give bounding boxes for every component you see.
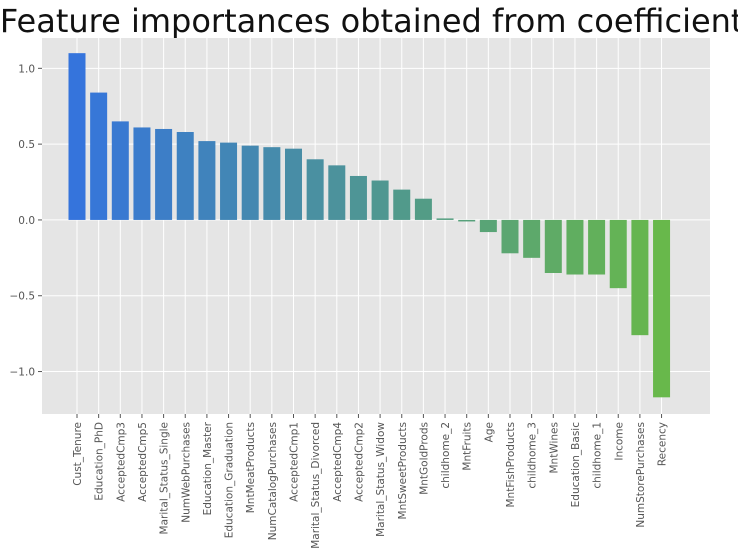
bar-childhome-2	[436, 218, 454, 220]
bar-numwebpurchases	[176, 132, 194, 220]
x-tick-label: Age	[483, 422, 495, 442]
bar-age	[479, 219, 497, 233]
bar-mntgoldprods	[414, 198, 432, 220]
x-tick-label: Recency	[657, 422, 669, 466]
x-tick-label: MntMeatProducts	[245, 422, 257, 513]
y-tick-label: 0.0	[18, 215, 35, 227]
y-tick-label: −1.0	[10, 367, 36, 379]
bar-marital-status-single	[155, 128, 173, 220]
bar-mntmeatproducts	[241, 145, 259, 220]
bar-education-basic	[566, 219, 584, 275]
x-tick-label: Cust_Tenure	[72, 422, 84, 486]
x-tick-label: Marital_Status_Widow	[375, 422, 387, 537]
bar-marital-status-widow	[371, 180, 389, 220]
bar-acceptedcmp2	[349, 175, 367, 220]
bar-childhome-3	[523, 219, 541, 258]
x-axis-ticks: Cust_Tenure Education_PhD AcceptedCmp3 Acce…	[72, 414, 669, 549]
bar-cust-tenure	[68, 53, 86, 220]
bar-acceptedcmp3	[111, 121, 129, 220]
bar-mntfruits	[458, 219, 476, 222]
x-tick-label: AcceptedCmp4	[332, 422, 344, 502]
x-tick-label: NumCatalogPurchases	[267, 422, 279, 540]
bar-acceptedcmp5	[133, 127, 151, 220]
x-tick-label: childhome_1	[592, 422, 604, 489]
bar-income	[609, 219, 627, 289]
bar-recency	[653, 219, 671, 398]
x-tick-label: AcceptedCmp2	[353, 422, 365, 502]
bar-mntfishproducts	[501, 219, 519, 254]
bar-marital-status-divorced	[306, 159, 324, 220]
grid-lines	[42, 38, 710, 414]
x-tick-label: MntFruits	[462, 422, 474, 471]
x-tick-label: NumStorePurchases	[635, 422, 647, 528]
x-tick-label: AcceptedCmp1	[289, 422, 301, 502]
y-tick-label: −0.5	[10, 291, 36, 303]
x-tick-label: Income	[613, 422, 625, 461]
x-tick-label: Education_PhD	[94, 422, 106, 501]
y-tick-label: 1.0	[18, 63, 35, 75]
x-tick-label: NumWebPurchases	[180, 422, 192, 523]
x-tick-label: Education_Master	[202, 421, 214, 515]
x-tick-label: AcceptedCmp5	[137, 422, 149, 502]
bar-mntwines	[544, 219, 562, 273]
x-tick-label: Marital_Status_Divorced	[310, 422, 322, 549]
bar-education-master	[198, 141, 216, 220]
x-tick-label: MntFishProducts	[505, 422, 517, 508]
x-tick-label: childhome_2	[440, 422, 452, 489]
x-tick-label: Education_Basic	[570, 422, 582, 508]
x-tick-label: MntWines	[548, 422, 560, 474]
bar-numcatalogpurchases	[263, 147, 281, 220]
y-axis-ticks: −1.0 −0.5 0.0 0.5 1.0	[10, 63, 42, 379]
bar-mntsweetproducts	[393, 189, 411, 220]
bar-acceptedcmp4	[328, 165, 346, 220]
bar-acceptedcmp1	[285, 148, 302, 220]
x-tick-label: AcceptedCmp3	[115, 422, 127, 502]
y-tick-label: 0.5	[18, 139, 35, 151]
x-tick-label: Marital_Status_Single	[159, 422, 171, 534]
x-tick-label: Education_Graduation	[224, 422, 236, 538]
bar-childhome-1	[588, 219, 606, 275]
x-tick-label: MntSweetProducts	[397, 422, 409, 519]
x-tick-label: MntGoldProds	[418, 422, 430, 495]
bar-numstorepurchases	[631, 219, 649, 336]
chart-title: Feature importances obtained from coeffi…	[0, 2, 738, 40]
bars	[68, 53, 671, 398]
bar-education-phd	[90, 92, 108, 220]
bar-education-graduation	[220, 142, 238, 220]
x-tick-label: childhome_3	[527, 422, 539, 489]
